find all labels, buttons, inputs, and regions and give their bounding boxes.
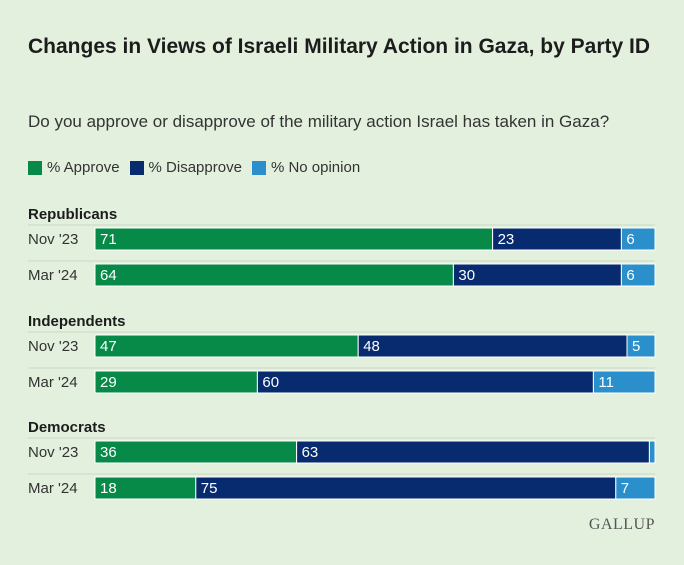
bar-segment [357, 334, 628, 358]
bar-value-label: 23 [498, 231, 515, 248]
bar-segment [648, 440, 656, 464]
bar-segment [94, 263, 454, 287]
bar-value-label: 36 [100, 444, 117, 461]
row-label: Nov '23 [28, 444, 78, 461]
group-label: Independents [28, 313, 126, 330]
group-label: Democrats [28, 419, 106, 436]
bar-value-label: 64 [100, 267, 117, 284]
bar-segment [620, 263, 656, 287]
bar-value-label: 5 [632, 338, 640, 355]
bar-value-label: 48 [363, 338, 380, 355]
bar-segment [94, 227, 494, 251]
bar-value-label: 6 [626, 231, 634, 248]
gallup-logo: GALLUP [588, 516, 655, 533]
bar-value-label: 7 [621, 480, 629, 497]
row-label: Mar '24 [28, 267, 78, 284]
bar-segment [452, 263, 622, 287]
bar-segment [620, 227, 656, 251]
row-label: Mar '24 [28, 374, 78, 391]
bar-value-label: 30 [458, 267, 475, 284]
bar-value-label: 11 [598, 374, 614, 391]
chart-subtitle: Do you approve or disapprove of the mili… [28, 112, 610, 131]
bar-value-label: 47 [100, 338, 117, 355]
bar-segment [615, 476, 656, 500]
bar-value-label: 29 [100, 374, 117, 391]
bar-value-label: 18 [100, 480, 117, 497]
legend-swatch-approve [28, 160, 42, 175]
bar-segment [256, 370, 594, 394]
bar-value-label: 63 [302, 444, 319, 461]
legend: % Approve % Disapprove % No opinion [28, 159, 370, 176]
legend-swatch-disapprove [129, 160, 144, 175]
legend-label-approve: % Approve [47, 159, 120, 176]
bar-segment [94, 440, 298, 464]
bar-segment [94, 370, 258, 394]
bar-segment [592, 370, 656, 394]
row-label: Nov '23 [28, 338, 78, 355]
bar-value-label: 75 [201, 480, 218, 497]
bar-segment [296, 440, 650, 464]
legend-label-no-opinion: % No opinion [270, 159, 361, 176]
bar-value-label: 6 [626, 267, 634, 284]
bar-segment [195, 476, 617, 500]
legend-swatch-no-opinion [251, 160, 266, 175]
legend-label-disapprove: % Disapprove [148, 159, 242, 176]
bar-value-label: 71 [100, 231, 117, 248]
bar-segment [94, 334, 359, 358]
legend-item-approve: % Approve [28, 159, 120, 176]
row-label: Nov '23 [28, 231, 78, 248]
legend-item-no-opinion: % No opinion [251, 159, 361, 176]
row-label: Mar '24 [28, 480, 78, 497]
bar-value-label: 60 [262, 374, 279, 391]
legend-item-disapprove: % Disapprove [129, 159, 242, 176]
group-label: Republicans [28, 206, 117, 223]
chart-title: Changes in Views of Israeli Military Act… [28, 35, 651, 58]
bar-segment [626, 334, 656, 358]
